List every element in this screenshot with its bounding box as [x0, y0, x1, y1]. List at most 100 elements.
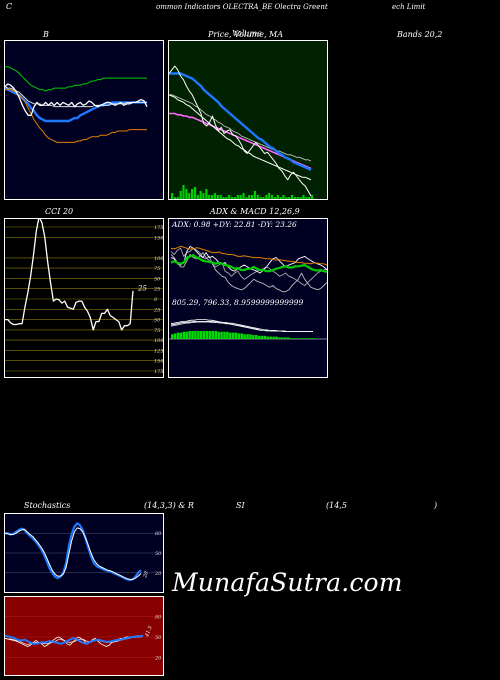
stoch-last-value: 20	[142, 570, 150, 580]
rsi-line-white	[5, 635, 144, 647]
volume-bar	[188, 193, 191, 199]
volume-bar	[228, 195, 231, 199]
stochastics-panel: 80 50 20 20	[4, 513, 164, 593]
cci-tick-label: 75	[154, 266, 160, 272]
cci-tick-label: 100	[154, 338, 163, 344]
ma-medium-line	[169, 94, 312, 181]
volume-bar	[216, 195, 219, 199]
macd-histogram-bar	[278, 337, 281, 339]
cci-tick-label: 100	[154, 256, 163, 262]
minus-di-line	[170, 247, 327, 286]
macd-histogram-bar	[286, 337, 290, 339]
volume-bar	[242, 193, 245, 199]
macd-histogram-bar	[301, 338, 304, 339]
header-company: ech Limit	[392, 3, 426, 11]
price-ma-panel	[168, 40, 328, 200]
macd-histogram-bar	[188, 331, 191, 339]
volume-bar	[239, 195, 242, 199]
header-indicators: ommon Indicators OLECTRA_BE Olectra Gree…	[156, 3, 328, 11]
volume-bar	[251, 195, 254, 199]
macd-histogram-bar	[307, 338, 310, 339]
volume-bar	[265, 195, 268, 199]
volume-bar	[211, 195, 214, 199]
adx-line	[170, 245, 327, 266]
volume-bar	[291, 195, 294, 199]
volume-bar	[196, 195, 199, 199]
di-extra-line-2	[170, 252, 327, 293]
adx-macd-chart	[169, 245, 327, 340]
macd-histogram-bar	[194, 331, 197, 339]
volume-bar	[296, 197, 299, 199]
macd-histogram-bar	[292, 338, 296, 339]
macd-histogram-bar	[197, 331, 200, 339]
macd-histogram-bar	[237, 333, 241, 339]
macd-histogram-bar	[289, 338, 293, 339]
macd-histogram-bar	[217, 331, 220, 339]
volume-bar	[213, 193, 217, 199]
cci-tick-label: 25	[153, 307, 160, 313]
macd-histogram-bar	[214, 331, 217, 339]
cci-tick-label: 50	[154, 276, 161, 282]
cci-tick-label: 75	[154, 328, 160, 334]
cci-tick-label: 125	[154, 348, 163, 354]
macd-histogram-bar	[260, 335, 264, 339]
macd-histogram-bar	[240, 333, 244, 339]
volume-bar	[179, 191, 182, 199]
macd-histogram-bar	[200, 331, 203, 339]
volume-bar	[231, 197, 234, 199]
rsi-tick-label: 80	[155, 615, 162, 621]
volume-bar	[282, 195, 285, 199]
volume-bar	[262, 197, 265, 199]
macd-histogram-bar	[234, 332, 238, 339]
volume-bar	[276, 195, 279, 199]
macd-histogram-bar	[205, 331, 209, 339]
macd-histogram-bar	[246, 334, 249, 339]
macd-histogram-bar	[298, 338, 301, 339]
stoch-tick-label: 80	[155, 531, 162, 537]
macd-histogram-bar	[269, 336, 272, 339]
header-c: C	[6, 2, 13, 11]
volume-bar	[302, 195, 305, 199]
macd-histogram-bar	[231, 332, 235, 339]
macd-histogram-bar	[295, 338, 299, 339]
volume-bar	[305, 197, 308, 199]
stoch-tick-label: 20	[154, 571, 162, 577]
price-ma-chart	[169, 65, 314, 199]
volume-bar	[299, 197, 302, 199]
volume-bar	[191, 189, 194, 199]
cci-tick-label: 50	[154, 318, 161, 324]
macd-histogram-bar	[284, 337, 287, 339]
macd-histogram-bar	[191, 331, 194, 339]
volume-bar	[311, 195, 314, 199]
ma-long-line	[169, 94, 312, 162]
stochastics-chart: 80 50 20 20	[5, 522, 163, 582]
macd-histogram-bar	[171, 334, 174, 339]
macd-histogram-bar	[255, 335, 258, 339]
volume-bar	[279, 197, 282, 199]
macd-extra-line	[170, 319, 313, 332]
cci-chart: 175 150 100 75 50 25 0 25 50 75 100 125 150 175 25	[5, 219, 163, 375]
macd-readout: 805.29, 796.33, 8.9599999999999	[172, 298, 304, 307]
volume-bar	[285, 197, 288, 199]
watermark: MunafaSutra.com	[172, 568, 403, 597]
price-ma-title: Price, Volume, MA	[208, 30, 284, 39]
volume-bar	[271, 195, 274, 199]
stoch-tick-label: 50	[155, 551, 162, 557]
volume-bar	[259, 197, 262, 199]
rsi-tick-label: 20	[154, 655, 162, 661]
cci-last-value: 25	[137, 285, 147, 293]
bollinger-title: B	[43, 30, 49, 39]
bands-title: Bands 20,2	[397, 30, 443, 39]
volume-bar	[182, 185, 185, 199]
rsi-title-c: )	[434, 501, 438, 510]
cci-panel: 175 150 100 75 50 25 0 25 50 75 100 125 150 175 25	[4, 218, 164, 378]
cci-tick-label: 150	[154, 235, 163, 241]
macd-histogram-bar	[304, 338, 307, 339]
ma-short-line	[169, 72, 312, 171]
macd-histogram-bar	[272, 336, 275, 339]
volume-bar	[236, 195, 239, 199]
macd-histogram-bar	[176, 332, 180, 339]
volume-bar	[193, 187, 197, 199]
volume-bar	[185, 189, 188, 199]
volume-bar	[171, 193, 174, 199]
